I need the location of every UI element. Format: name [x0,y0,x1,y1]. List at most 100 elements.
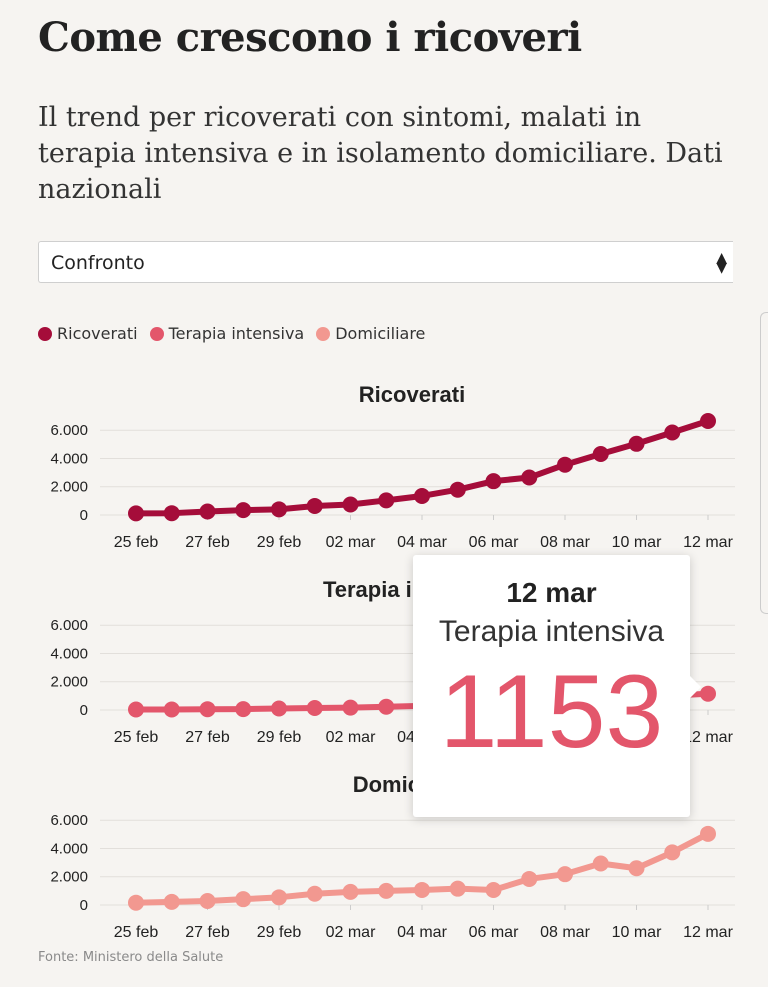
y-tick-label: 0 [80,702,88,719]
data-point [128,505,144,522]
legend: Ricoverati Terapia intensiva Domiciliare [38,324,425,343]
x-tick-label: 12 mar [683,534,733,551]
y-tick-label: 0 [80,507,88,524]
data-point [199,503,216,520]
x-tick-label: 10 mar [612,924,662,941]
x-tick-label: 08 mar [540,924,590,941]
data-point [700,685,716,702]
source-note: Fonte: Ministero della Salute [38,950,224,965]
data-point [485,473,502,490]
select-arrows-icon: ▲ ▼ [716,250,727,276]
page-title: Come crescono i ricoveri [38,14,582,61]
data-point [414,881,430,898]
data-point [163,893,180,910]
data-point [628,435,645,452]
chart-mode-select[interactable]: Confronto ▲ ▼ [38,241,733,283]
data-point [592,855,609,872]
page-subtitle: Il trend per ricoverati con sintomi, mal… [38,102,723,205]
data-point [557,456,573,473]
y-tick-label: 0 [80,897,88,914]
data-point [592,445,609,462]
data-point [378,882,395,899]
x-tick-label: 06 mar [469,924,519,941]
x-tick-label: 02 mar [326,924,376,941]
x-tick-label: 08 mar [540,534,590,551]
data-point [306,885,323,902]
data-point [306,700,323,717]
data-point [449,481,466,498]
data-point [342,496,359,513]
side-scroll-handle[interactable] [760,312,768,614]
legend-label: Ricoverati [57,324,138,343]
data-point [557,866,573,883]
x-tick-label: 10 mar [612,534,662,551]
data-point [485,882,502,899]
select-value: Confronto [51,252,145,274]
data-point [271,889,287,906]
data-point [378,698,395,715]
y-tick-label: 4.000 [50,840,88,857]
tooltip-value: 1153 [439,654,664,770]
y-tick-label: 4.000 [50,645,88,662]
y-tick-label: 2.000 [50,479,88,496]
x-tick-label: 27 feb [185,729,230,746]
data-point [235,502,252,519]
legend-item-domiciliare[interactable]: Domiciliare [316,324,425,343]
x-tick-label: 25 feb [114,924,159,941]
tooltip-series: Terapia intensiva [438,615,665,648]
data-point [163,505,180,522]
data-point [700,413,716,429]
x-tick-label: 29 feb [257,534,302,551]
y-tick-label: 6.000 [50,812,88,829]
data-point [521,469,538,486]
data-point [521,870,538,887]
data-point [378,492,395,509]
chart-title: Ricoverati [359,382,465,407]
data-point [199,892,216,909]
data-point [628,860,645,877]
legend-label: Terapia intensiva [168,324,305,343]
x-tick-label: 12 mar [683,729,733,746]
x-tick-label: 12 mar [683,924,733,941]
data-point [128,894,144,911]
x-tick-label: 25 feb [114,729,159,746]
data-point [235,891,252,908]
chart-ricoverati: Ricoverati 0 2.000 4.000 6.000 25 feb 27 feb 29… [50,382,735,551]
legend-item-ricoverati[interactable]: Ricoverati [38,324,138,343]
legend-label: Domiciliare [335,324,426,343]
data-point [664,844,681,861]
legend-dot-icon [149,326,164,341]
data-point [342,883,359,900]
data-point [700,825,716,842]
tooltip-date: 12 mar [506,577,597,608]
y-tick-label: 2.000 [50,869,88,886]
x-tick-label: 29 feb [257,924,302,941]
data-point [414,487,430,504]
x-tick-label: 06 mar [469,534,519,551]
data-point [199,701,216,718]
y-tick-label: 6.000 [50,617,88,634]
legend-item-terapia-intensiva[interactable]: Terapia intensiva [149,324,305,343]
legend-dot-icon [38,326,52,341]
y-tick-label: 4.000 [50,450,88,467]
data-point [163,701,180,718]
chart-tooltip: 12 mar Terapia intensiva 1153 [413,555,701,817]
data-point [664,424,681,441]
data-point [128,701,144,718]
x-tick-label: 27 feb [185,924,230,941]
data-point [449,880,466,897]
x-tick-label: 02 mar [326,729,376,746]
x-tick-label: 29 feb [257,729,302,746]
x-tick-label: 02 mar [326,534,376,551]
y-tick-label: 6.000 [50,422,88,439]
data-point [342,699,359,716]
x-tick-label: 04 mar [397,924,447,941]
data-point [271,700,287,717]
data-point [271,501,287,518]
data-point [306,497,323,514]
y-tick-label: 2.000 [50,674,88,691]
data-point [235,701,252,718]
x-tick-label: 04 mar [397,534,447,551]
x-tick-label: 27 feb [185,534,230,551]
